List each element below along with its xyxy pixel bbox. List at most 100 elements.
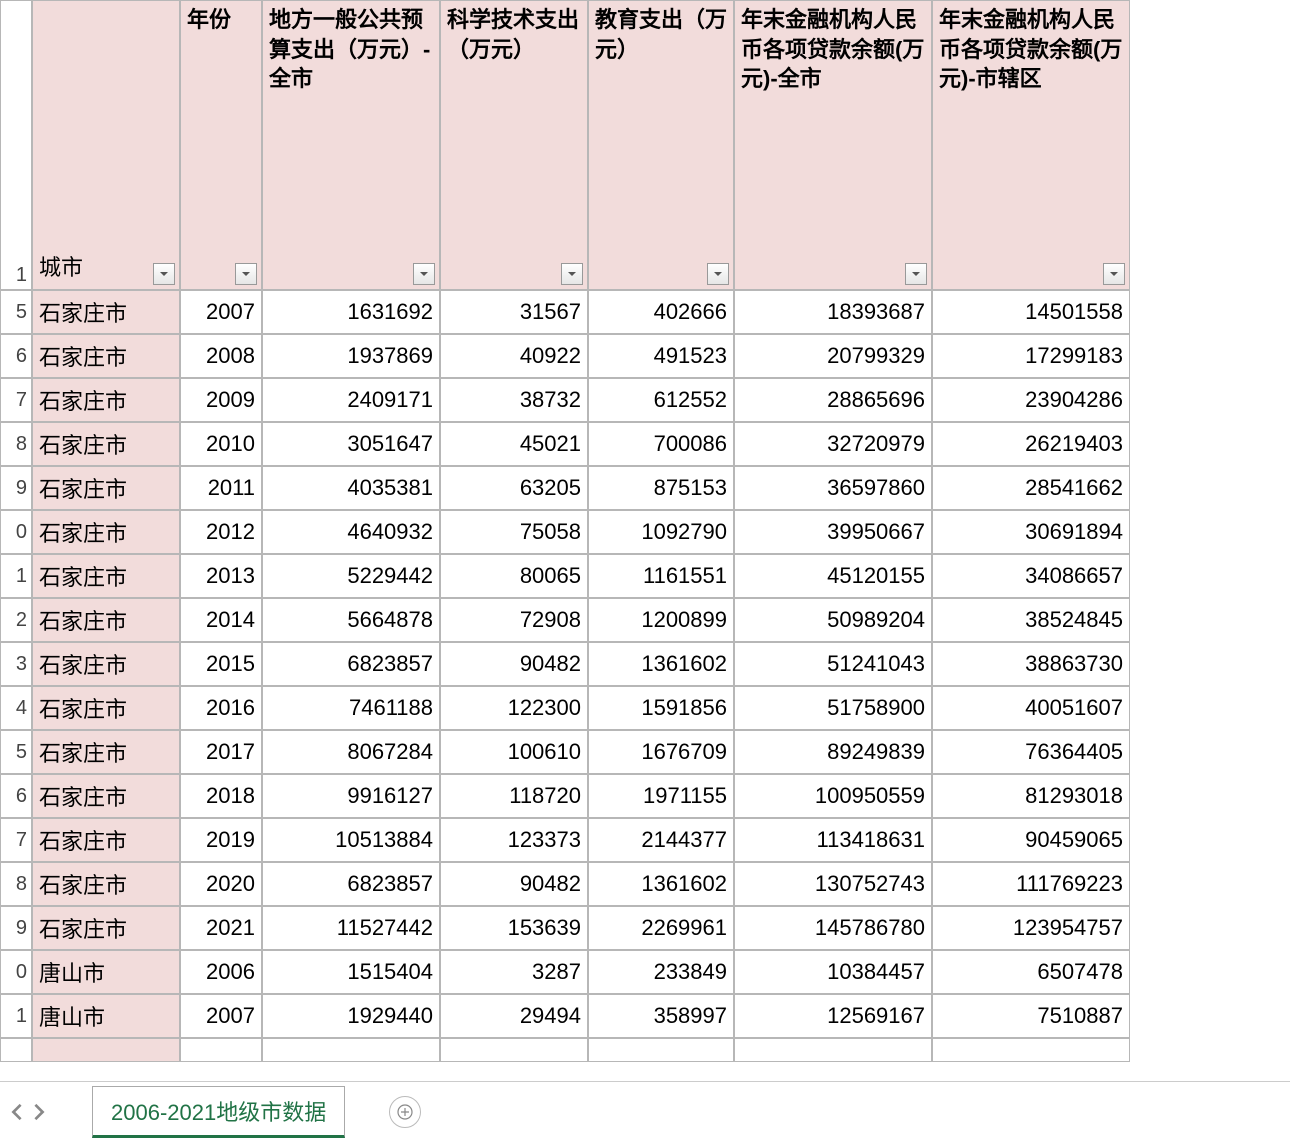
cell-education[interactable]: 700086 xyxy=(588,422,734,466)
cell-loan-city[interactable]: 51758900 xyxy=(734,686,932,730)
cell-year[interactable]: 2015 xyxy=(180,642,262,686)
cell-year[interactable]: 2006 xyxy=(180,950,262,994)
cell-loan-city[interactable]: 20799329 xyxy=(734,334,932,378)
cell-science[interactable]: 75058 xyxy=(440,510,588,554)
cell-science[interactable]: 38732 xyxy=(440,378,588,422)
tab-scroll-right[interactable] xyxy=(30,1098,48,1126)
cell-city[interactable]: 唐山市 xyxy=(32,950,180,994)
cell-loan-city[interactable] xyxy=(734,1038,932,1062)
cell-year[interactable]: 2012 xyxy=(180,510,262,554)
cell-loan-district[interactable]: 76364405 xyxy=(932,730,1130,774)
row-number[interactable]: 8 xyxy=(0,422,32,466)
cell-education[interactable]: 491523 xyxy=(588,334,734,378)
cell-education[interactable]: 1591856 xyxy=(588,686,734,730)
cell-city[interactable] xyxy=(32,1038,180,1062)
cell-loan-city[interactable]: 39950667 xyxy=(734,510,932,554)
cell-science[interactable]: 153639 xyxy=(440,906,588,950)
cell-education[interactable]: 1971155 xyxy=(588,774,734,818)
cell-year[interactable]: 2013 xyxy=(180,554,262,598)
cell-year[interactable]: 2017 xyxy=(180,730,262,774)
cell-year[interactable]: 2016 xyxy=(180,686,262,730)
cell-science[interactable]: 3287 xyxy=(440,950,588,994)
row-number[interactable]: 1 xyxy=(0,994,32,1038)
cell-education[interactable]: 2269961 xyxy=(588,906,734,950)
cell-science[interactable]: 29494 xyxy=(440,994,588,1038)
column-header-loan-city[interactable]: 年末金融机构人民币各项贷款余额(万元)-全市 xyxy=(734,0,932,290)
cell-loan-district[interactable]: 30691894 xyxy=(932,510,1130,554)
cell-year[interactable]: 2009 xyxy=(180,378,262,422)
filter-button-year[interactable] xyxy=(235,263,257,285)
cell-science[interactable] xyxy=(440,1038,588,1062)
cell-city[interactable]: 石家庄市 xyxy=(32,818,180,862)
cell-budget[interactable]: 3051647 xyxy=(262,422,440,466)
column-header-education[interactable]: 教育支出（万元） xyxy=(588,0,734,290)
cell-year[interactable]: 2019 xyxy=(180,818,262,862)
cell-science[interactable]: 90482 xyxy=(440,642,588,686)
row-number[interactable]: 6 xyxy=(0,334,32,378)
cell-city[interactable]: 石家庄市 xyxy=(32,862,180,906)
cell-budget[interactable]: 4640932 xyxy=(262,510,440,554)
cell-budget[interactable]: 2409171 xyxy=(262,378,440,422)
cell-city[interactable]: 石家庄市 xyxy=(32,290,180,334)
cell-science[interactable]: 100610 xyxy=(440,730,588,774)
cell-budget[interactable]: 1929440 xyxy=(262,994,440,1038)
cell-loan-district[interactable]: 23904286 xyxy=(932,378,1130,422)
row-number[interactable]: 2 xyxy=(0,598,32,642)
row-number[interactable]: 9 xyxy=(0,466,32,510)
row-number[interactable]: 8 xyxy=(0,862,32,906)
cell-loan-city[interactable]: 50989204 xyxy=(734,598,932,642)
row-number[interactable]: 3 xyxy=(0,642,32,686)
cell-budget[interactable]: 7461188 xyxy=(262,686,440,730)
cell-year[interactable]: 2018 xyxy=(180,774,262,818)
sheet-tab-active[interactable]: 2006-2021地级市数据 xyxy=(92,1086,345,1138)
cell-loan-district[interactable]: 38863730 xyxy=(932,642,1130,686)
cell-science[interactable]: 63205 xyxy=(440,466,588,510)
cell-year[interactable]: 2007 xyxy=(180,290,262,334)
cell-year[interactable]: 2008 xyxy=(180,334,262,378)
cell-city[interactable]: 石家庄市 xyxy=(32,906,180,950)
filter-button-loan-district[interactable] xyxy=(1103,263,1125,285)
cell-loan-city[interactable]: 36597860 xyxy=(734,466,932,510)
cell-budget[interactable]: 1937869 xyxy=(262,334,440,378)
cell-loan-district[interactable]: 90459065 xyxy=(932,818,1130,862)
cell-year[interactable]: 2020 xyxy=(180,862,262,906)
cell-loan-city[interactable]: 51241043 xyxy=(734,642,932,686)
cell-education[interactable]: 1092790 xyxy=(588,510,734,554)
cell-education[interactable]: 402666 xyxy=(588,290,734,334)
column-header-budget[interactable]: 地方一般公共预算支出（万元）-全市 xyxy=(262,0,440,290)
cell-loan-district[interactable]: 14501558 xyxy=(932,290,1130,334)
cell-budget[interactable]: 6823857 xyxy=(262,642,440,686)
row-number[interactable]: 5 xyxy=(0,290,32,334)
cell-city[interactable]: 石家庄市 xyxy=(32,554,180,598)
cell-education[interactable]: 1161551 xyxy=(588,554,734,598)
column-header-city[interactable]: 城市 xyxy=(32,0,180,290)
cell-city[interactable]: 石家庄市 xyxy=(32,774,180,818)
cell-science[interactable]: 31567 xyxy=(440,290,588,334)
cell-city[interactable]: 石家庄市 xyxy=(32,598,180,642)
filter-button-education[interactable] xyxy=(707,263,729,285)
cell-loan-city[interactable]: 12569167 xyxy=(734,994,932,1038)
cell-science[interactable]: 72908 xyxy=(440,598,588,642)
cell-education[interactable]: 612552 xyxy=(588,378,734,422)
cell-science[interactable]: 80065 xyxy=(440,554,588,598)
row-number[interactable]: 9 xyxy=(0,906,32,950)
cell-loan-city[interactable]: 100950559 xyxy=(734,774,932,818)
cell-budget[interactable]: 9916127 xyxy=(262,774,440,818)
cell-city[interactable]: 石家庄市 xyxy=(32,642,180,686)
cell-city[interactable]: 石家庄市 xyxy=(32,466,180,510)
cell-budget[interactable]: 5229442 xyxy=(262,554,440,598)
cell-city[interactable]: 石家庄市 xyxy=(32,422,180,466)
cell-science[interactable]: 122300 xyxy=(440,686,588,730)
cell-science[interactable]: 45021 xyxy=(440,422,588,466)
cell-loan-district[interactable]: 7510887 xyxy=(932,994,1130,1038)
cell-education[interactable]: 1361602 xyxy=(588,642,734,686)
row-number[interactable]: 7 xyxy=(0,378,32,422)
column-header-year[interactable]: 年份 xyxy=(180,0,262,290)
row-number[interactable]: 4 xyxy=(0,686,32,730)
row-number[interactable]: 0 xyxy=(0,510,32,554)
column-header-science[interactable]: 科学技术支出（万元） xyxy=(440,0,588,290)
cell-education[interactable]: 233849 xyxy=(588,950,734,994)
cell-budget[interactable]: 5664878 xyxy=(262,598,440,642)
cell-education[interactable]: 1361602 xyxy=(588,862,734,906)
filter-button-budget[interactable] xyxy=(413,263,435,285)
